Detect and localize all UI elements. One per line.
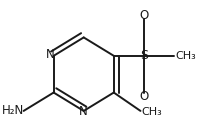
Text: CH₃: CH₃: [141, 107, 162, 117]
Text: CH₃: CH₃: [175, 51, 196, 61]
Text: O: O: [139, 9, 148, 22]
Text: N: N: [46, 48, 54, 61]
Text: S: S: [140, 49, 148, 62]
Text: H₂N: H₂N: [2, 104, 24, 117]
Text: N: N: [79, 105, 88, 118]
Text: O: O: [139, 90, 148, 103]
